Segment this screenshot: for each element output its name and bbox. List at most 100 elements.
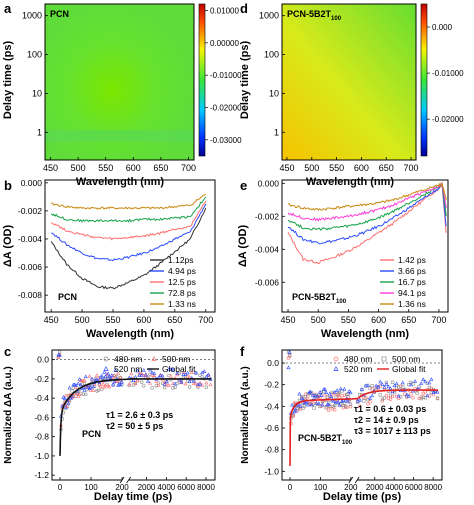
data-point bbox=[198, 380, 203, 385]
x-tick-label: 550 bbox=[341, 315, 356, 325]
data-point bbox=[335, 401, 339, 405]
x-tick-label: 650 bbox=[167, 315, 182, 325]
data-point bbox=[392, 383, 397, 387]
y-tick-label: -0.004 bbox=[255, 244, 279, 254]
x-tick-label: 700 bbox=[198, 315, 213, 325]
data-point bbox=[406, 393, 411, 398]
data-point bbox=[409, 392, 413, 396]
data-point bbox=[297, 391, 302, 396]
kinetics-f-x-ticks: 0 100 200 2000 4000 6000 8000 bbox=[288, 477, 443, 492]
data-point bbox=[200, 374, 204, 379]
x-tick-label: 500 bbox=[71, 163, 86, 173]
data-point bbox=[89, 376, 94, 381]
data-point bbox=[431, 392, 436, 397]
data-point bbox=[394, 394, 399, 399]
data-point bbox=[99, 373, 104, 378]
y-tick-label: -0.006 bbox=[255, 277, 279, 287]
colorbar-tick-label: 0.000 bbox=[432, 23, 453, 32]
data-point bbox=[204, 374, 209, 379]
data-point bbox=[173, 381, 178, 386]
data-point bbox=[142, 384, 146, 388]
data-point bbox=[337, 402, 342, 407]
y-tick-label: 1 bbox=[274, 127, 279, 137]
data-point bbox=[91, 388, 96, 392]
heatmap-a-sample-label: PCN bbox=[50, 9, 69, 19]
data-point bbox=[171, 386, 175, 390]
y-tick-label: -0.002 bbox=[255, 211, 279, 221]
spectra-e: 450 500 550 600 650 700 0.000 -0.002 -0.004 -0.0… bbox=[237, 178, 449, 340]
data-point bbox=[57, 353, 62, 357]
fit-line bbox=[350, 389, 438, 400]
panel-letter-c: c bbox=[4, 344, 11, 359]
spectrum-line bbox=[50, 200, 207, 241]
y-tick-label: -0.4 bbox=[264, 401, 279, 411]
data-point bbox=[160, 373, 165, 378]
x-tick-label: 450 bbox=[281, 315, 296, 325]
data-point bbox=[378, 379, 383, 384]
panel-letter-a: a bbox=[4, 1, 12, 16]
data-point bbox=[83, 374, 88, 379]
data-point bbox=[357, 397, 362, 402]
heatmap-d-y-label: Delay time (ps) bbox=[239, 41, 251, 120]
x-tick-label: 600 bbox=[136, 315, 151, 325]
data-point bbox=[187, 385, 192, 389]
colorbar-tick-label: 0.01000 bbox=[210, 6, 239, 15]
kinetics-f-frame bbox=[281, 349, 443, 481]
data-point bbox=[154, 384, 159, 388]
data-point bbox=[300, 394, 304, 399]
data-point bbox=[118, 382, 123, 387]
data-point bbox=[374, 383, 379, 388]
data-point bbox=[173, 385, 177, 390]
data-point bbox=[396, 393, 401, 398]
data-point bbox=[75, 391, 80, 396]
x-tick-label: 550 bbox=[105, 315, 120, 325]
x-tick-label: 500 bbox=[75, 315, 90, 325]
data-point bbox=[112, 379, 117, 384]
data-point bbox=[401, 385, 405, 389]
colorbar-d bbox=[420, 3, 428, 157]
data-point bbox=[394, 381, 399, 386]
data-point bbox=[204, 380, 209, 385]
data-point bbox=[427, 385, 431, 390]
data-point bbox=[408, 382, 413, 387]
data-point bbox=[150, 386, 154, 390]
data-point bbox=[76, 381, 81, 386]
data-point bbox=[116, 371, 121, 375]
legend-label: 72.8 ps bbox=[168, 288, 196, 298]
x-tick-label: 4000 bbox=[385, 483, 403, 492]
legend-label: 1.42 ps bbox=[398, 255, 426, 265]
kinetics-c-frame bbox=[51, 349, 216, 481]
data-point bbox=[370, 387, 374, 391]
data-point bbox=[62, 396, 67, 400]
data-point bbox=[103, 383, 108, 388]
y-tick-label: -0.006 bbox=[18, 262, 42, 272]
data-point bbox=[135, 368, 140, 373]
data-point bbox=[148, 367, 153, 372]
data-point bbox=[145, 379, 150, 383]
data-point bbox=[423, 379, 428, 384]
panel-letter-d: d bbox=[240, 1, 248, 16]
data-point bbox=[166, 367, 171, 371]
data-point bbox=[77, 392, 82, 396]
heatmap-d-x-label: Wavelength (nm) bbox=[306, 176, 395, 188]
tau-value: τ1 = 2.6 ± 0.3 ps bbox=[106, 410, 173, 420]
data-point bbox=[131, 378, 136, 382]
heatmap-d-field bbox=[282, 4, 416, 160]
data-point bbox=[143, 371, 148, 376]
data-point bbox=[88, 385, 93, 390]
x-tick-label: 700 bbox=[404, 163, 419, 173]
kinetics-c-y-label: Normalized ΔA (a.u.) bbox=[3, 366, 14, 463]
x-tick-label: 4000 bbox=[157, 483, 175, 492]
heatmap-a: PCN 450 500 550 600 650 700 1 10 100 1000 Wavele… bbox=[2, 3, 242, 188]
kinetics-c-x-ticks: 0 100 200 2000 4000 6000 8000 bbox=[58, 477, 215, 492]
data-point bbox=[133, 374, 138, 379]
data-point bbox=[129, 371, 134, 376]
data-point bbox=[318, 390, 323, 394]
data-point bbox=[386, 384, 391, 389]
tau-value: τ2 = 50 ± 5 ps bbox=[106, 421, 163, 431]
spectrum-line bbox=[287, 181, 447, 222]
kinetics-f-plot bbox=[282, 349, 442, 484]
x-tick-label: 450 bbox=[44, 315, 59, 325]
data-point bbox=[390, 380, 395, 384]
